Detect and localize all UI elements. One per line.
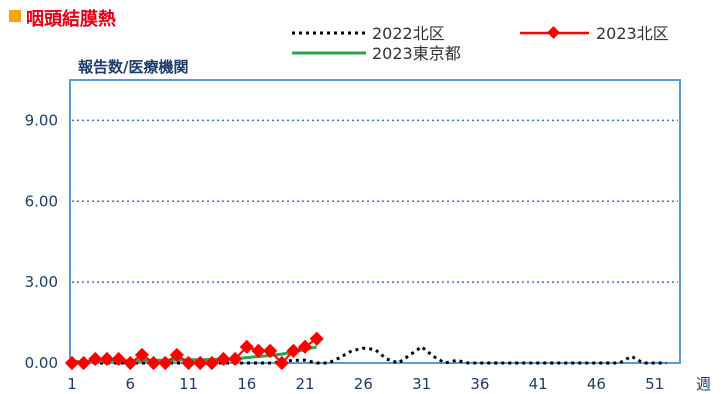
data-point bbox=[193, 355, 208, 371]
data-point bbox=[274, 355, 289, 371]
series-line-2 bbox=[71, 345, 318, 364]
data-point bbox=[169, 347, 184, 362]
data-point bbox=[158, 355, 173, 371]
data-point bbox=[76, 355, 91, 371]
data-point bbox=[99, 351, 115, 367]
data-point bbox=[111, 351, 126, 367]
data-point bbox=[239, 339, 254, 354]
plot-frame bbox=[69, 79, 681, 364]
title-marker bbox=[9, 10, 21, 22]
x-tick-label: 11 bbox=[179, 375, 198, 393]
x-tick-label: 31 bbox=[412, 375, 431, 393]
data-point bbox=[64, 355, 80, 371]
data-point bbox=[146, 355, 161, 371]
x-tick-label: 1 bbox=[67, 375, 77, 393]
data-point bbox=[298, 339, 313, 354]
series-layer bbox=[64, 331, 667, 371]
y-tick-label: 0.00 bbox=[25, 354, 58, 372]
data-point bbox=[216, 351, 231, 367]
y-axis-label: 報告数/医療機関 bbox=[78, 58, 188, 76]
x-tick-label: 6 bbox=[125, 375, 135, 393]
gridlines bbox=[72, 119, 678, 283]
data-point bbox=[309, 331, 324, 346]
x-tick-label: 36 bbox=[470, 375, 489, 393]
x-tick-label: 21 bbox=[296, 375, 315, 393]
y-axis-ticks: 0.00 3.00 6.00 9.00 bbox=[25, 111, 58, 372]
data-point bbox=[263, 343, 278, 358]
x-axis-label: 週 bbox=[696, 375, 711, 393]
x-axis-ticks: 1 6 11 16 21 26 31 36 41 46 51 bbox=[67, 375, 664, 393]
legend-label-2023-kita: 2023北区 bbox=[596, 24, 669, 43]
y-tick-label: 6.00 bbox=[25, 192, 58, 210]
data-point bbox=[251, 343, 266, 358]
legend-diamond-icon bbox=[547, 26, 560, 39]
x-tick-label: 41 bbox=[529, 375, 548, 393]
data-point bbox=[134, 347, 149, 362]
x-tick-label: 26 bbox=[354, 375, 373, 393]
data-point bbox=[88, 351, 103, 367]
y-tick-label: 9.00 bbox=[25, 111, 58, 129]
data-point bbox=[228, 351, 243, 367]
data-point bbox=[204, 355, 219, 371]
y-tick-label: 3.00 bbox=[25, 273, 58, 291]
data-point bbox=[286, 343, 301, 358]
x-tick-label: 51 bbox=[645, 375, 664, 393]
legend: 2022北区 2023北区 2023東京都 bbox=[292, 24, 669, 63]
data-point bbox=[181, 355, 196, 371]
legend-label-2022-kita: 2022北区 bbox=[372, 24, 445, 43]
chart-title: 咽頭結膜熱 bbox=[26, 8, 116, 30]
x-tick-label: 16 bbox=[237, 375, 256, 393]
legend-label-2023-tokyo: 2023東京都 bbox=[372, 44, 461, 63]
data-point bbox=[123, 355, 138, 371]
x-tick-label: 46 bbox=[587, 375, 606, 393]
